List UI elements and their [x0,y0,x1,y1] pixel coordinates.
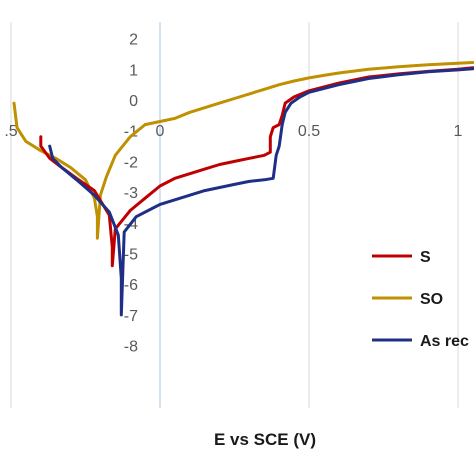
y-tick-label-4: -2 [124,154,138,171]
legend-label-1: SO [420,291,443,308]
y-tick-label-9: -7 [124,308,138,325]
legend-label-0: S [420,249,431,266]
x-tick-labels: .5 0 0.5 1 [4,123,462,140]
y-tick-label-3: -1 [124,124,138,141]
y-tick-label-0: 2 [129,32,138,49]
series-lines [12,61,474,317]
legend-label-2: As rec [420,333,469,350]
y-tick-label-1: 1 [129,62,138,79]
y-tick-label-5: -3 [124,185,138,202]
x-tick-label-0: .5 [4,123,17,140]
x-tick-label-1: 0 [156,123,165,140]
series-line-so [12,61,474,240]
y-tick-label-2: 0 [129,93,138,110]
x-tick-label-3: 1 [454,123,463,140]
x-tick-label-2: 0.5 [298,123,320,140]
legend: S SO As rec [372,249,469,350]
y-tick-label-8: -6 [124,277,138,294]
y-tick-labels: 210-1-2-3-4-5-6-7-8 [124,32,138,356]
y-tick-label-7: -5 [124,247,138,264]
x-axis-title: E vs SCE (V) [214,430,316,449]
y-tick-label-10: -8 [124,339,138,356]
gridlines [10,22,459,408]
series-line-as-rec [48,67,474,317]
series-line-s [39,66,474,268]
